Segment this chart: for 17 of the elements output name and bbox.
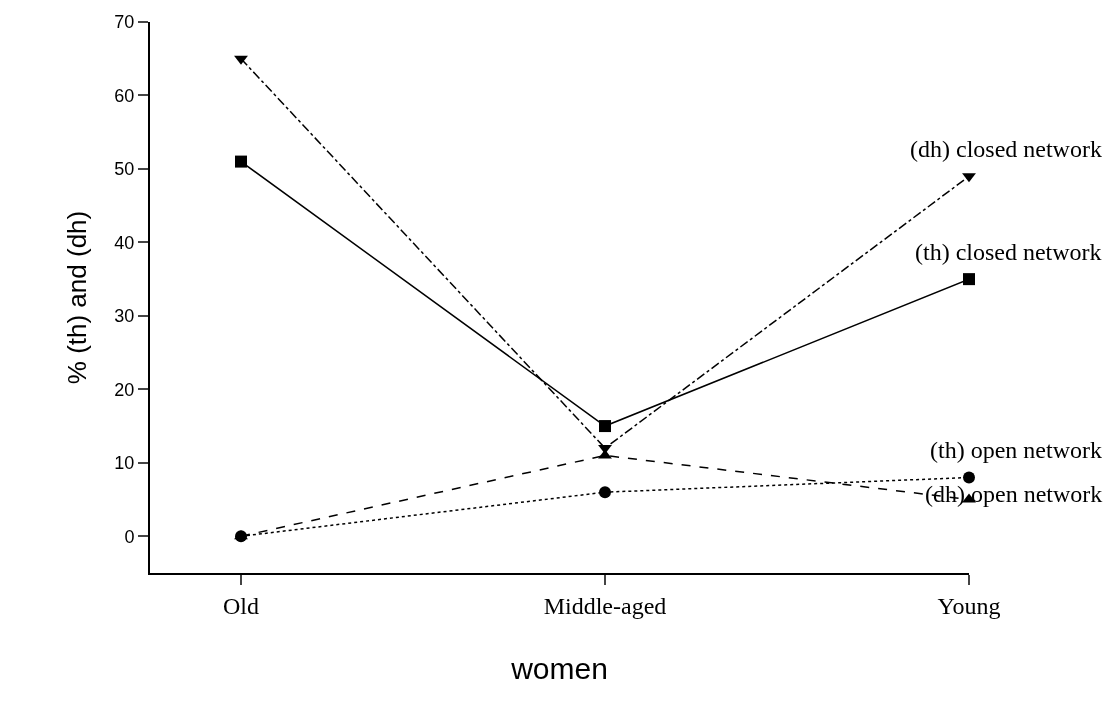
y-axis-title: % (th) and (dh): [62, 210, 93, 385]
y-tick-label: 70: [114, 12, 135, 33]
y-tick-label: 50: [114, 159, 135, 180]
series-label: (dh) open network: [925, 481, 1103, 507]
y-tick-label: 0: [124, 526, 135, 547]
y-tick-label: 20: [114, 379, 135, 400]
series-label: (th) open network: [930, 437, 1102, 463]
x-tick-label: Old: [223, 592, 259, 619]
series-label: (dh) closed network: [910, 136, 1102, 162]
series-label: (th) closed network: [915, 239, 1102, 265]
x-tick-label: Young: [937, 592, 1001, 619]
y-tick-label: 10: [114, 453, 135, 474]
x-tick-label: Middle-aged: [543, 592, 667, 619]
y-tick-label: 30: [114, 306, 135, 327]
x-axis-title: women: [510, 651, 608, 685]
y-tick-label: 60: [114, 85, 135, 106]
y-tick-label: 40: [114, 232, 135, 253]
